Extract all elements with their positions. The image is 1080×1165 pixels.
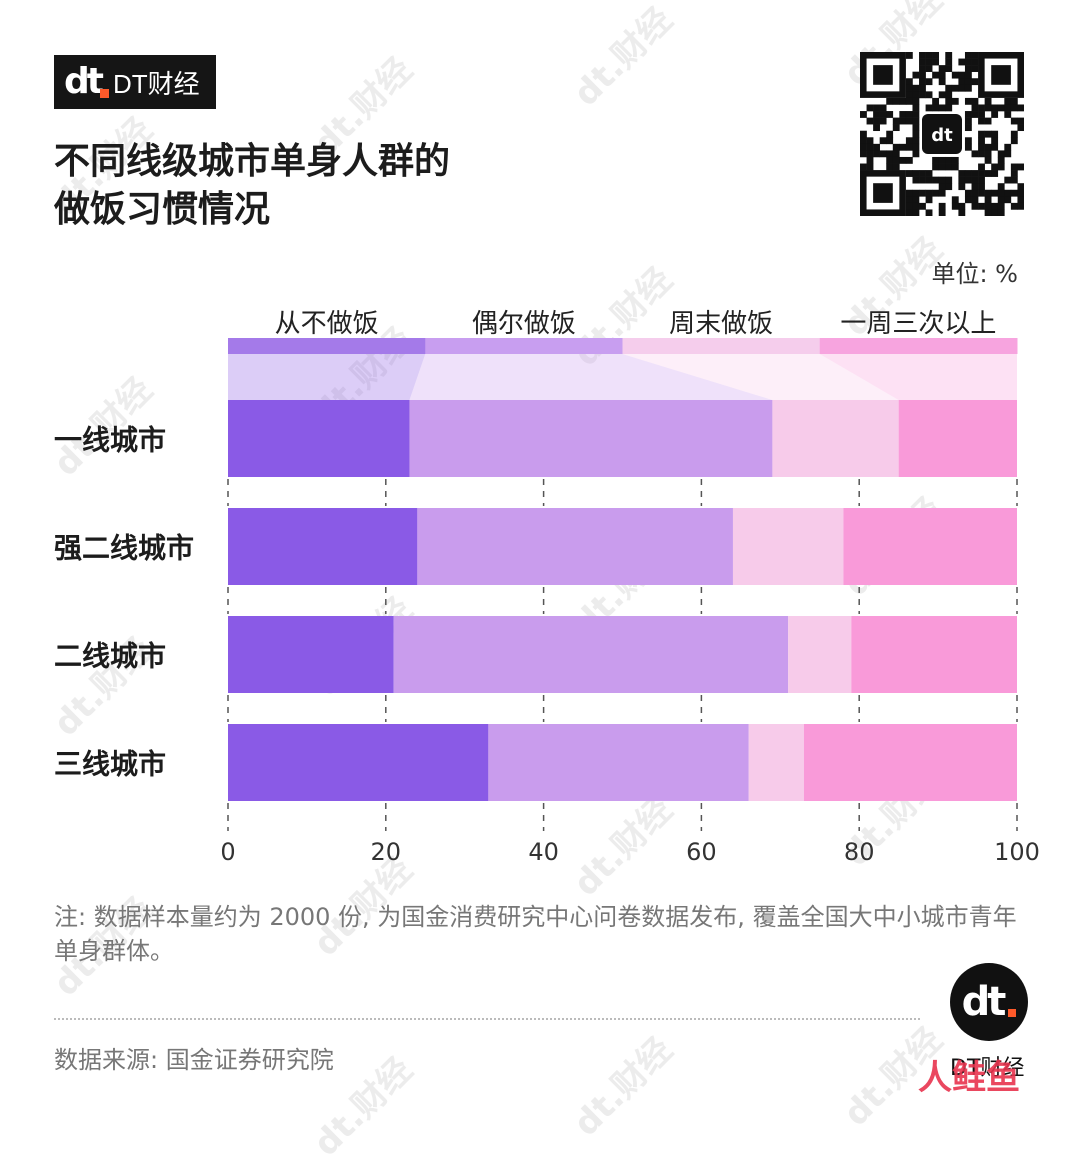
brand-name: DT财经 — [112, 68, 200, 99]
title-line-2: 做饭习惯情况 — [54, 189, 271, 230]
bar-segment — [748, 724, 804, 801]
bar-segment — [772, 400, 899, 477]
stacked-bar-chart: 从不做饭 偶尔做饭 周末做饭 一周三次以上 0 20 40 60 80 100 一线城市强二线城市二… — [54, 309, 1040, 866]
bar-segment — [788, 616, 852, 693]
bar-segment — [228, 400, 410, 477]
x-tick-label: 0 — [220, 838, 235, 866]
bar-segment — [732, 508, 844, 585]
bar-segment — [488, 724, 749, 801]
watermark-text: dt.财经 — [566, 1029, 681, 1145]
corner-watermark: 人鲑鱼 — [918, 1058, 1020, 1098]
bar-segment — [228, 616, 394, 693]
legend-swatch — [228, 338, 426, 354]
bar-segment — [409, 400, 773, 477]
bar-segment — [393, 616, 789, 693]
category-label: 强二线城市 — [54, 532, 194, 565]
legend-label: 周末做饭 — [669, 309, 773, 339]
bar-segment — [803, 724, 1017, 801]
qr-code-icon: dt — [860, 52, 1024, 216]
dt-badge-icon: dt — [950, 963, 1028, 1041]
x-tick-label: 60 — [686, 838, 717, 866]
x-tick-label: 40 — [528, 838, 559, 866]
data-source: 数据来源: 国金证券研究院 — [54, 1046, 334, 1074]
legend-label: 偶尔做饭 — [472, 309, 576, 339]
chart-title: 不同线级城市单身人群的 做饭习惯情况 — [54, 138, 450, 234]
transition-band — [622, 354, 899, 400]
bar-segment — [851, 616, 1017, 693]
bar-segment — [417, 508, 733, 585]
footnote: 注: 数据样本量约为 2000 份, 为国金消费研究中心问卷数据发布, 覆盖全国… — [54, 903, 1017, 965]
brand-logo-box: dt DT财经 — [54, 55, 216, 109]
legend-swatch — [622, 338, 821, 354]
divider — [54, 1018, 920, 1020]
transition-band — [228, 354, 426, 400]
svg-text:dt: dt — [931, 125, 953, 146]
unit-label: 单位: % — [931, 260, 1018, 288]
category-label: 二线城市 — [54, 640, 166, 673]
bar-segment — [843, 508, 1017, 585]
legend-label: 一周三次以上 — [840, 309, 996, 339]
bar-segment — [228, 724, 489, 801]
transition-band — [819, 354, 1017, 400]
badge-name: DT财经 — [950, 1056, 1025, 1081]
bar-segment — [898, 400, 1017, 477]
transition-band — [409, 354, 773, 400]
x-tick-label: 100 — [994, 838, 1040, 866]
x-tick-label: 80 — [844, 838, 875, 866]
bar-segment — [228, 508, 418, 585]
x-tick-label: 20 — [371, 838, 402, 866]
legend-swatch — [425, 338, 623, 354]
category-label: 一线城市 — [54, 424, 166, 457]
dt-logo-icon: dt — [64, 64, 109, 100]
category-label: 三线城市 — [54, 748, 166, 781]
title-line-1: 不同线级城市单身人群的 — [54, 141, 451, 182]
legend-swatch — [819, 338, 1018, 354]
legend-label: 从不做饭 — [275, 309, 379, 339]
